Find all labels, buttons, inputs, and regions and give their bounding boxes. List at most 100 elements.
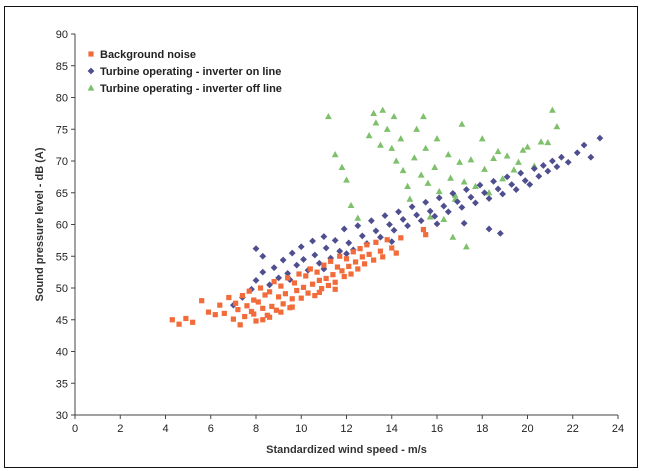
triangle-point [447,174,454,181]
triangle-point [426,213,434,220]
diamond-point [266,281,273,289]
square-point [316,289,322,296]
y-tick-label: 55 [56,251,68,263]
square-point [285,275,291,281]
square-point [321,262,327,268]
square-point [237,322,243,328]
diamond-point [490,177,497,185]
diamond-point [252,276,260,284]
diamond-point [417,217,425,225]
triangle-point [410,154,418,161]
triangle-point [406,195,414,202]
square-point [330,272,336,278]
diamond-point [517,169,525,177]
diamond-point [521,177,529,185]
square-point [316,277,322,283]
square-point [276,294,282,300]
square-point [226,294,232,301]
diamond-point [431,212,439,220]
triangle-point [481,165,488,172]
diamond-point [300,256,307,263]
triangle-point [331,151,339,158]
y-tick-label: 70 [56,156,68,168]
triangle-point [377,141,384,148]
y-tick-label: 50 [56,283,68,295]
diamond-point [331,236,339,244]
triangle-point [490,154,497,162]
triangle-point [399,166,407,174]
square-point [332,279,338,285]
y-tick-label: 45 [56,315,68,327]
diamond-point [460,219,468,227]
diamond-point [573,149,581,157]
diamond-point [544,167,552,175]
y-tick-label: 75 [56,124,68,136]
x-tick-label: 4 [162,423,168,435]
square-point [377,248,384,254]
diamond-point [367,217,375,225]
triangle-point [372,119,380,126]
diamond-point [293,261,301,269]
square-point [337,253,343,259]
x-tick-label: 10 [295,423,307,435]
square-point [307,266,313,272]
square-point [398,235,404,241]
legend-label: Background noise [100,49,196,61]
x-tick-label: 2 [117,423,123,435]
diamond-point [252,245,260,253]
triangle-point [449,233,457,240]
triangle-point [456,158,464,165]
diamond-point [485,225,493,233]
square-point [282,291,289,297]
legend-marker [87,67,95,75]
triangle-point [424,179,432,186]
square-point [366,251,372,257]
y-axis-label: Sound pressure level - dB (A) [34,147,46,301]
x-tick-label: 14 [386,423,398,435]
triangle-point [553,123,561,130]
triangle-point [499,175,507,182]
x-tick-label: 18 [476,423,488,435]
diamond-point [413,211,421,219]
diamond-point [340,225,348,233]
triangle-point [388,144,396,151]
diamond-point [449,189,457,197]
square-point [371,257,377,263]
y-tick-label: 90 [56,29,68,41]
triangle-point [390,112,398,120]
square-point [271,279,277,285]
triangle-point [325,112,332,120]
triangle-point [460,178,468,185]
legend-label: Turbine operating - inverter on line [100,66,281,78]
triangle-point [435,187,443,195]
square-point [260,305,266,311]
diamond-point [499,190,507,198]
square-point [246,288,252,294]
diamond-point [377,233,384,241]
diamond-point [320,265,328,273]
square-point [319,286,325,292]
square-point [239,293,246,299]
square-point [328,258,334,264]
diamond-point [553,163,561,171]
data-points [169,106,604,328]
triangle-point [472,182,479,189]
diamond-point [322,244,330,252]
square-point [199,298,205,304]
diamond-point [408,203,416,211]
x-tick-label: 16 [431,423,443,435]
diamond-point [433,220,441,228]
axes: 0 2 4 6 8 10 12 14 16 18 20 22 243035404550556065707… [56,29,624,435]
diamond-point [564,158,572,166]
triangle-point [463,243,470,250]
triangle-point [503,152,511,159]
square-point [217,302,223,308]
diamond-point [435,194,443,202]
square-point [291,280,298,286]
x-tick-label: 12 [340,423,352,435]
triangle-point [485,189,493,196]
x-axis-label: Standardized wind speed - m/s [266,444,427,456]
x-tick-label: 22 [567,423,579,435]
diamond-point [390,226,398,234]
square-point [332,286,338,292]
